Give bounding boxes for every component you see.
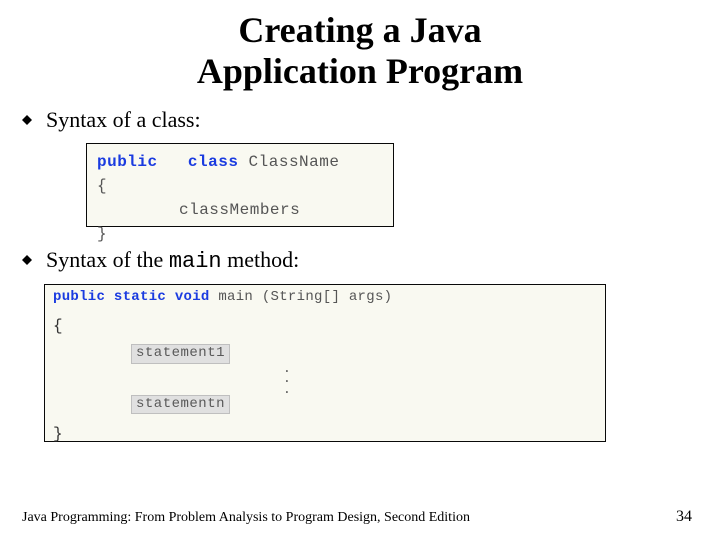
- statements-block: statement1 . . . statementn: [131, 344, 597, 414]
- code-classname: ClassName: [249, 153, 340, 171]
- ellipsis-dot: .: [283, 374, 597, 384]
- slide-title: Creating a Java Application Program: [22, 10, 698, 93]
- diamond-bullet-icon: [22, 115, 32, 125]
- bullet-item-1: Syntax of a class:: [22, 107, 698, 133]
- bullet-2-text: Syntax of the main method:: [46, 247, 299, 274]
- code-brace-close: }: [97, 222, 383, 246]
- spacer: [53, 414, 597, 424]
- keyword-public: public: [97, 153, 158, 171]
- code-members: classMembers: [97, 198, 383, 222]
- statement-1: statement1: [131, 344, 230, 364]
- bullet-2-post: method:: [222, 247, 300, 272]
- code-sig-rest: main (String[] args): [210, 289, 393, 305]
- page-number: 34: [676, 508, 692, 526]
- code-signature-line: public static void main (String[] args): [53, 289, 597, 307]
- code-line: public class ClassName: [97, 150, 383, 174]
- slide: Creating a Java Application Program Synt…: [0, 0, 720, 540]
- spacer: [53, 306, 597, 316]
- keyword-class: class: [188, 153, 239, 171]
- statement-n: statementn: [131, 395, 230, 415]
- code-brace-close: }: [53, 424, 597, 444]
- bullet-2-code: main: [169, 249, 222, 274]
- footer-text: Java Programming: From Problem Analysis …: [22, 510, 470, 526]
- code-brace-open: {: [53, 316, 597, 336]
- diamond-bullet-icon: [22, 255, 32, 265]
- code-box-class-syntax: public class ClassName { classMembers }: [86, 143, 394, 227]
- bullet-2-pre: Syntax of the: [46, 247, 169, 272]
- code-box-main-syntax: public static void main (String[] args) …: [44, 284, 606, 442]
- ellipsis-dot: .: [283, 385, 597, 395]
- title-line-2: Application Program: [197, 51, 523, 91]
- ellipsis-dot: .: [283, 364, 597, 374]
- title-line-1: Creating a Java: [238, 10, 481, 50]
- bullet-item-2: Syntax of the main method:: [22, 247, 698, 274]
- code-brace-open: {: [97, 174, 383, 198]
- keywords-public-static-void: public static void: [53, 289, 210, 305]
- bullet-1-text: Syntax of a class:: [46, 107, 201, 133]
